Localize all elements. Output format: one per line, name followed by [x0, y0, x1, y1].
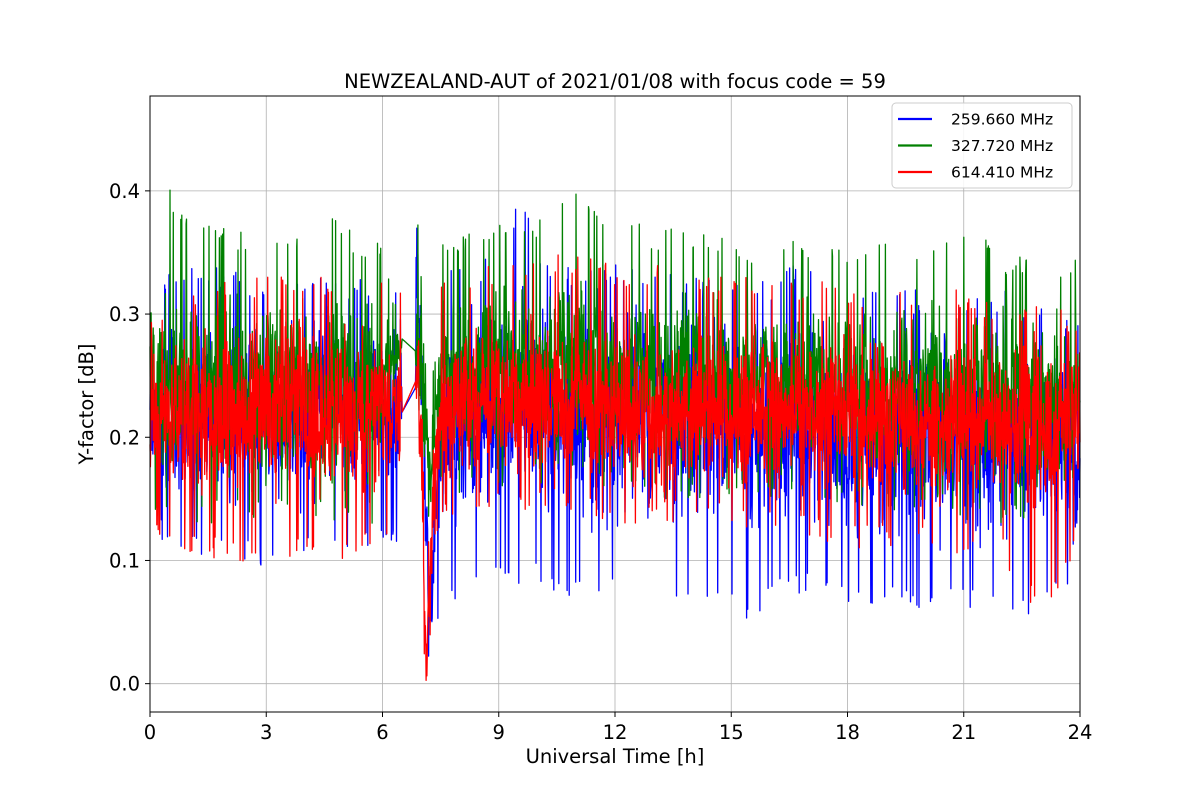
- x-tick-label: 6: [376, 721, 388, 744]
- series-layer: [149, 189, 1081, 682]
- series-line-3: [149, 254, 1081, 682]
- x-tick-label: 0: [144, 721, 156, 744]
- y-tick-label: 0.2: [109, 426, 140, 449]
- x-tick-label: 24: [1068, 721, 1093, 744]
- y-tick-label: 0.4: [109, 180, 140, 203]
- x-tick-label: 18: [835, 721, 860, 744]
- x-tick-label: 9: [493, 721, 505, 744]
- legend-box: [891, 102, 1073, 189]
- x-tick-label: 3: [260, 721, 272, 744]
- chart-title: NEWZEALAND-AUT of 2021/01/08 with focus …: [344, 70, 886, 93]
- y-tick-label: 0.3: [109, 303, 140, 326]
- legend-entries: 259.660 MHz 327.720 MHz 614.410 MHz: [898, 111, 1053, 182]
- y-tick-label: 0.1: [109, 549, 140, 572]
- y-axis-ticks: 0.0 0.1 0.2 0.3 0.4: [109, 180, 150, 696]
- y-axis-label: Y-factor [dB]: [75, 344, 98, 466]
- legend: 259.660 MHz 327.720 MHz 614.410 MHz: [891, 102, 1073, 189]
- legend-label: 327.720 MHz: [951, 137, 1053, 155]
- x-tick-label: 21: [951, 721, 976, 744]
- y-tick-label: 0.0: [109, 673, 140, 696]
- x-tick-label: 12: [603, 721, 628, 744]
- plot-area: 0 3 6 9 12 15 18 21 24 0.0 0.1 0.2 0.3 0.4: [109, 95, 1093, 744]
- x-tick-label: 15: [719, 721, 744, 744]
- legend-label: 259.660 MHz: [951, 111, 1053, 129]
- legend-label: 614.410 MHz: [951, 164, 1053, 182]
- x-axis-ticks: 0 3 6 9 12 15 18 21 24: [144, 712, 1093, 744]
- x-axis-label: Universal Time [h]: [526, 745, 705, 768]
